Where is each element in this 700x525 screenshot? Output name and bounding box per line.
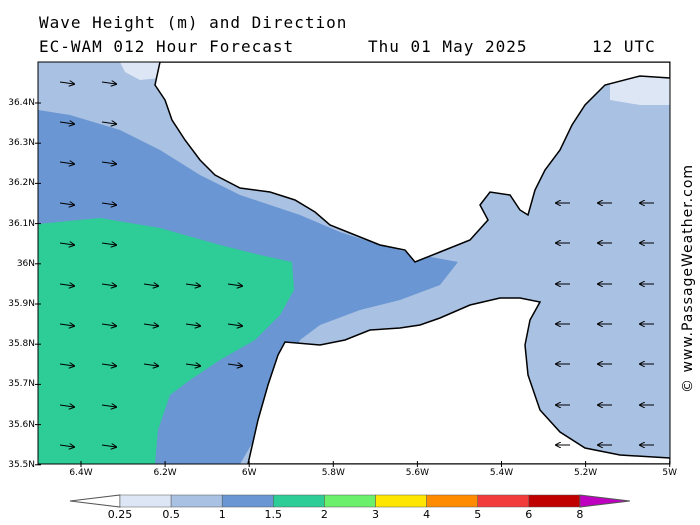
longitude-label: 5.2W: [573, 468, 598, 478]
wave-arrow: [101, 203, 116, 205]
wave-arrow: [59, 162, 74, 164]
wave-arrow: [101, 284, 116, 286]
colorbar-tick-label: 5: [474, 508, 482, 521]
colorbar-min-arrow: [69, 494, 121, 508]
wave-arrow: [101, 364, 116, 366]
wave-arrow: [143, 324, 158, 326]
colorbar-segment: [477, 494, 530, 508]
latitude-label: 36N: [16, 258, 35, 269]
latitude-label: 35.7N: [8, 379, 35, 390]
colorbar-tick-label: 2: [320, 508, 328, 521]
colorbar-max-arrow: [579, 494, 630, 508]
forecast-model-label: EC-WAM 012 Hour Forecast: [39, 37, 295, 56]
wave-direction-arrows: [59, 82, 654, 447]
map-title: Wave Height (m) and Direction: [39, 13, 348, 32]
latitude-label: 36.3N: [8, 138, 35, 149]
forecast-date: Thu 01 May 2025: [368, 37, 528, 56]
wave-arrow: [101, 122, 116, 124]
sea-0-25-band-north: [120, 62, 165, 80]
sea-1-5-band: [38, 218, 294, 464]
wave-arrow: [227, 284, 242, 286]
latitude-label: 36.2N: [8, 178, 35, 189]
colorbar-segment: [426, 494, 478, 508]
wave-arrow: [59, 82, 74, 84]
wave-arrow: [59, 243, 74, 245]
wave-arrow: [59, 445, 74, 447]
colorbar-tick-label: 3: [372, 508, 379, 521]
latitude-label: 36.4N: [8, 98, 35, 108]
wave-arrow: [101, 243, 116, 245]
latitude-label: 36.1N: [8, 218, 35, 229]
colorbar-tick-label: 8: [576, 508, 584, 521]
longitude-label: 5.8W: [321, 468, 345, 478]
wave-arrow: [227, 324, 242, 326]
wave-arrow: [59, 405, 74, 407]
colorbar-segment: [119, 494, 172, 508]
longitude-label: 6.2W: [153, 468, 177, 478]
credit-watermark: © www.PassageWeather.com: [680, 163, 696, 393]
wave-arrow: [59, 284, 74, 286]
colorbar-tick-label: 1: [218, 508, 226, 521]
colorbar-tick-label: 0.5: [162, 508, 180, 521]
colorbar-segment: [324, 494, 376, 508]
wave-arrow: [185, 364, 200, 366]
colorbar-segment: [170, 494, 223, 508]
wave-arrow: [101, 405, 116, 407]
wave-arrow: [59, 122, 74, 124]
longitude-label: 5.6W: [405, 468, 429, 478]
wave-arrow: [59, 203, 74, 205]
longitude-label: 5W: [662, 468, 677, 478]
longitude-label: 5.4W: [489, 468, 514, 478]
wave-arrow: [185, 284, 200, 286]
wave-arrow: [59, 364, 74, 366]
wave-arrow: [101, 445, 116, 447]
colorbar: [69, 494, 630, 508]
axis-ticks: [35, 102, 671, 467]
forecast-time: 12 UTC: [592, 37, 656, 56]
land-spain: [154, 62, 670, 263]
longitude-label: 6W: [241, 468, 257, 478]
colorbar-tick-label: 6: [525, 508, 533, 521]
land-morocco: [247, 297, 670, 464]
latitude-label: 35.6N: [8, 419, 35, 430]
longitude-label: 6.4W: [69, 468, 93, 478]
wave-arrow: [101, 324, 116, 326]
colorbar-segment: [221, 494, 274, 508]
latitude-label: 35.8N: [8, 339, 35, 350]
colorbar-tick-label: 4: [423, 508, 431, 521]
latitude-label: 35.9N: [8, 299, 35, 309]
wave-arrow: [227, 364, 242, 366]
wave-arrow: [101, 162, 116, 164]
colorbar-tick-label: 0.25: [107, 508, 133, 521]
colorbar-tick-label: 1.5: [264, 508, 283, 521]
map-frame: [37, 61, 671, 465]
latitude-label: 35.5N: [8, 459, 35, 470]
wave-arrow: [143, 364, 158, 366]
wave-arrow: [143, 284, 158, 286]
colorbar-segment: [273, 494, 325, 508]
wave-arrow: [185, 324, 200, 326]
wave-arrow: [59, 324, 74, 326]
colorbar-segment: [375, 494, 427, 508]
colorbar-segment: [528, 494, 581, 508]
wave-arrow: [101, 82, 116, 84]
